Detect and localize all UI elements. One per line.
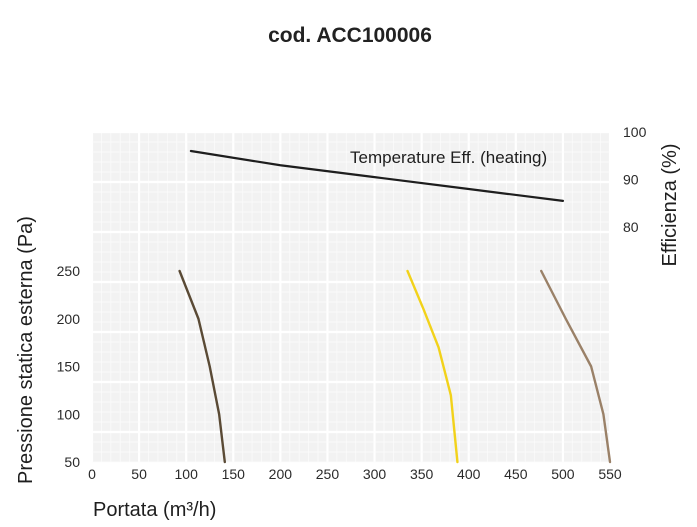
y-tick-label: 250 — [57, 263, 81, 279]
x-tick-label: 100 — [175, 466, 199, 482]
y2-tick-label: 90 — [623, 172, 639, 188]
x-tick-label: 550 — [598, 466, 622, 482]
temperature-efficiency-label: Temperature Eff. (heating) — [350, 148, 547, 167]
x-tick-label: 50 — [131, 466, 147, 482]
x-axis-ticks: 0 50 100 150 200 250 300 350 400 450 500 550 — [88, 466, 622, 482]
y2-axis-label: Efficienza (%) — [659, 143, 681, 266]
y-tick-label: 100 — [57, 406, 81, 422]
y-tick-label: 150 — [57, 359, 81, 375]
plot-background — [92, 132, 610, 462]
efficiency-curve — [189, 149, 565, 202]
x-tick-label: 250 — [316, 466, 340, 482]
grid — [90, 130, 612, 463]
x-tick-label: 400 — [457, 466, 481, 482]
x-tick-label: 150 — [222, 466, 246, 482]
x-tick-label: 200 — [269, 466, 293, 482]
y2-axis-ticks: 80 90 100 — [623, 124, 647, 235]
y-tick-label: 50 — [64, 454, 80, 470]
chart-title: cod. ACC100006 — [268, 24, 432, 47]
pressure-curve-3 — [540, 269, 612, 464]
y2-tick-label: 80 — [623, 219, 639, 235]
y-axis-label: Pressione statica esterna (Pa) — [15, 216, 37, 484]
x-tick-label: 0 — [88, 466, 96, 482]
x-tick-label: 300 — [363, 466, 387, 482]
series-group — [178, 149, 612, 464]
pressure-curve-1 — [178, 269, 226, 464]
y-tick-label: 200 — [57, 311, 81, 327]
x-tick-label: 450 — [504, 466, 528, 482]
pressure-curve-2 — [406, 269, 459, 464]
x-tick-label: 500 — [551, 466, 575, 482]
x-axis-label: Portata (m³/h) — [93, 499, 216, 521]
y2-tick-label: 100 — [623, 124, 647, 140]
y-axis-ticks: 50 100 150 200 250 — [57, 263, 81, 470]
x-tick-label: 350 — [410, 466, 434, 482]
